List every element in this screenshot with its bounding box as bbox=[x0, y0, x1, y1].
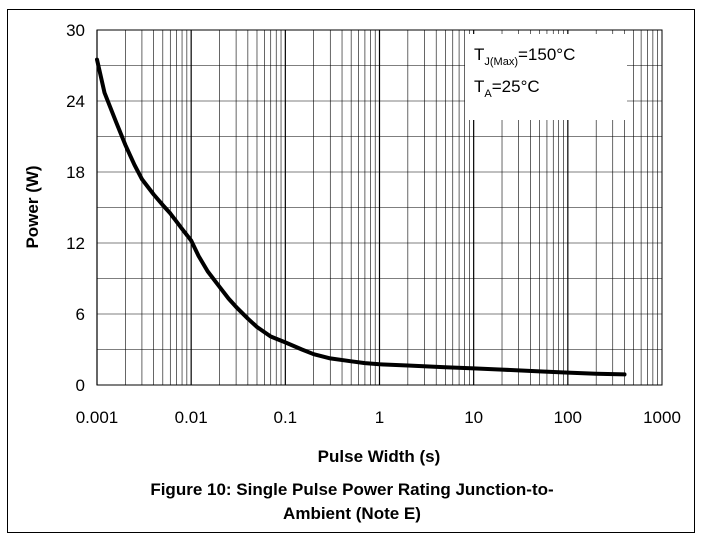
chart-frame bbox=[7, 9, 695, 533]
x-tick-label: 1 bbox=[375, 408, 384, 427]
x-tick-label: 0.01 bbox=[175, 408, 208, 427]
grid bbox=[96, 29, 662, 386]
y-tick-label: 18 bbox=[66, 163, 85, 182]
figure-caption: Figure 10: Single Pulse Power Rating Jun… bbox=[0, 478, 704, 526]
annotation-ta: TA=25°C bbox=[474, 77, 540, 100]
annotation-ta-sub: A bbox=[484, 88, 492, 100]
caption-line-2: Ambient (Note E) bbox=[283, 504, 421, 523]
x-axis-title: Pulse Width (s) bbox=[318, 447, 441, 466]
annotation-box: TJ(Max)=150°C TA=25°C bbox=[465, 34, 627, 120]
annotation-tj-main: T bbox=[474, 45, 484, 64]
x-tick-label: 100 bbox=[554, 408, 582, 427]
caption-line-1: Figure 10: Single Pulse Power Rating Jun… bbox=[150, 480, 554, 499]
y-tick-label: 0 bbox=[76, 376, 85, 395]
annotation-ta-rest: =25°C bbox=[492, 77, 540, 96]
annotation-tj-sub: J(Max) bbox=[484, 56, 518, 68]
x-tick-label: 1000 bbox=[643, 408, 681, 427]
x-tick-label: 10 bbox=[464, 408, 483, 427]
y-tick-label: 6 bbox=[76, 305, 85, 324]
y-tick-label: 30 bbox=[66, 21, 85, 40]
x-tick-labels: 0.001 0.01 0.1 1 10 100 1000 bbox=[76, 408, 681, 427]
y-tick-label: 12 bbox=[66, 234, 85, 253]
y-axis-title: Power (W) bbox=[23, 165, 42, 248]
annotation-ta-main: T bbox=[474, 77, 484, 96]
y-tick-labels: 0 6 12 18 24 30 bbox=[66, 21, 85, 395]
y-tick-label: 24 bbox=[66, 92, 85, 111]
annotation-box-bg bbox=[465, 34, 627, 120]
plot-border bbox=[96, 29, 663, 386]
power-curve bbox=[95, 57, 627, 377]
annotation-tj: TJ(Max)=150°C bbox=[474, 45, 575, 68]
x-tick-label: 0.001 bbox=[76, 408, 119, 427]
x-tick-label: 0.1 bbox=[274, 408, 298, 427]
annotation-tj-rest: =150°C bbox=[518, 45, 575, 64]
